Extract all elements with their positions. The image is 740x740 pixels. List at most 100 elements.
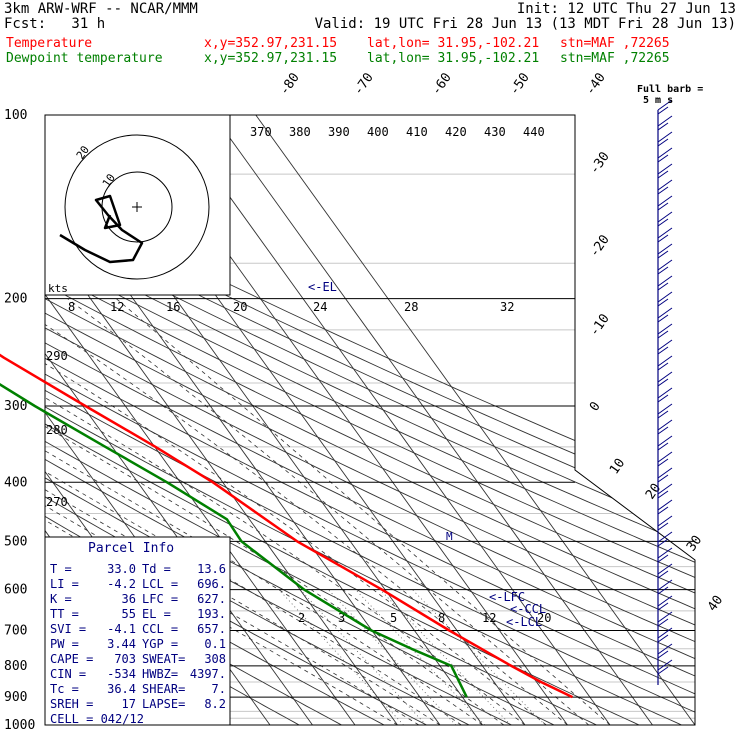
wind-barb [657, 387, 673, 399]
wind-barb [657, 195, 673, 207]
moist-adiabat [45, 298, 568, 725]
el-marker: <-EL [308, 280, 337, 294]
theta-e-label: 390 [328, 125, 350, 139]
parcel-info-label: TT = [50, 607, 79, 621]
theta-e-label: 410 [406, 125, 428, 139]
parcel-info-label: SHEAR= [142, 682, 185, 696]
parcel-info-label: YGP = [142, 637, 178, 651]
parcel-info-label: HWBZ= [142, 667, 178, 681]
theta-e-label: 370 [250, 125, 272, 139]
temperature-xy: x,y=352.97,231.15 [204, 36, 338, 51]
parcel-info-value: 13.6 [197, 562, 226, 576]
wind-barb [657, 323, 673, 335]
parcel-info-label: Tc = [50, 682, 79, 696]
parcel-info-value: 627. [197, 592, 226, 606]
parcel-info-label: CCL = [142, 622, 178, 636]
parcel-info-label: LFC = [142, 592, 178, 606]
mixing-ratio-label: 32 [500, 300, 514, 314]
parcel-info-box: Parcel Info T = 33.0 Td = 13.6 LI = -4.2 LCL = 6… [44, 536, 231, 726]
pressure-tick-label: 100 [4, 108, 27, 123]
hodograph-trace [59, 194, 144, 264]
mixing-ratio-line [300, 589, 427, 725]
dry-adiabat [45, 115, 695, 725]
wind-barb [657, 650, 669, 659]
parcel-info-value: 3.44 [107, 637, 136, 651]
mixing-ratio-label: 3 [338, 611, 345, 625]
wind-barb [657, 490, 669, 499]
mixing-ratio-label: 12 [482, 611, 496, 625]
parcel-info-label: LCL = [142, 577, 178, 591]
wind-barb [657, 99, 673, 111]
wind-barb [657, 266, 669, 275]
parcel-info-value: -534 [107, 667, 136, 681]
lcl-marker: <-LCL [506, 615, 542, 629]
dry-adiabat [45, 115, 695, 725]
hodograph: 10 20 kts [44, 114, 231, 296]
wind-barb [657, 154, 669, 163]
isotherm-tick-label: -40 [583, 70, 609, 98]
dry-adiabat [45, 115, 695, 725]
wind-barb [657, 579, 673, 591]
isotherm-tick-label: 40 [705, 593, 726, 614]
parcel-info-label: LAPSE= [142, 697, 185, 711]
isotherm-line [212, 115, 653, 725]
theta-e-label: 420 [445, 125, 467, 139]
mixing-ratio-line [355, 589, 485, 725]
parcel-info-value: 308 [204, 652, 226, 666]
wind-barb [657, 419, 673, 431]
wind-barb [657, 634, 669, 643]
parcel-info-label: Td = [142, 562, 171, 576]
wind-barb [657, 627, 673, 639]
dry-adiabat [45, 115, 695, 725]
parcel-info-value: 33.0 [107, 562, 136, 576]
wind-barb [657, 250, 669, 259]
wind-barb [657, 147, 673, 159]
moist-adiabat [115, 298, 611, 725]
wind-barb [657, 547, 673, 559]
isotherm-tick-label: -80 [277, 70, 303, 98]
wind-barb [657, 339, 673, 351]
isotherm-tick-label: -60 [429, 70, 455, 98]
wind-barb [657, 467, 673, 479]
wind-barb [657, 291, 673, 303]
parcel-info-label: CAPE = [50, 652, 93, 666]
parcel-info-value: 55 [122, 607, 136, 621]
parcel-info-value: 36.4 [107, 682, 136, 696]
dry-adiabat [45, 115, 695, 725]
wind-barb [657, 282, 669, 291]
wind-barb [657, 515, 673, 527]
dewpoint-xy: x,y=352.97,231.15 [204, 51, 338, 66]
temperature-legend: Temperature [6, 36, 93, 51]
wind-barb [657, 442, 669, 451]
parcel-info-label: CELL = 042/12 [50, 712, 144, 726]
wind-barb [657, 531, 673, 543]
mixing-ratio-label: 16 [166, 300, 180, 314]
parcel-info-label: EL = [142, 607, 171, 621]
pressure-tick-label: 300 [4, 399, 27, 414]
wind-barb [657, 618, 669, 627]
dry-adiabat [45, 115, 695, 725]
isotherm-tick-label: 10 [607, 456, 628, 477]
theta-e-label: 400 [367, 125, 389, 139]
parcel-info-value: 193. [197, 607, 226, 621]
mixing-ratio-label: 2 [298, 611, 305, 625]
dewpoint-profile [0, 383, 468, 698]
mixing-ratio-line [328, 589, 457, 725]
pressure-tick-label: 700 [4, 624, 27, 639]
dry-adiabat-label: 270 [46, 495, 68, 509]
lfc-marker: <-LFC [489, 590, 525, 604]
pressure-tick-label: 900 [4, 690, 27, 705]
mixing-ratio-label: 28 [404, 300, 418, 314]
wind-barb [657, 362, 669, 371]
wind-barb [657, 659, 673, 671]
dry-adiabat-label: 290 [46, 349, 68, 363]
wind-barb [657, 474, 669, 483]
isotherm-tick-label: 30 [684, 533, 705, 554]
parcel-info-label: SREH = [50, 697, 93, 711]
barb-scale-label: Full barb = [637, 84, 703, 95]
parcel-info-value: 657. [197, 622, 226, 636]
wind-barb [657, 307, 673, 319]
isotherm-line [45, 115, 313, 725]
temperature-latlon: lat,lon= 31.95,-102.21 [367, 36, 540, 51]
wind-barb [657, 426, 669, 435]
